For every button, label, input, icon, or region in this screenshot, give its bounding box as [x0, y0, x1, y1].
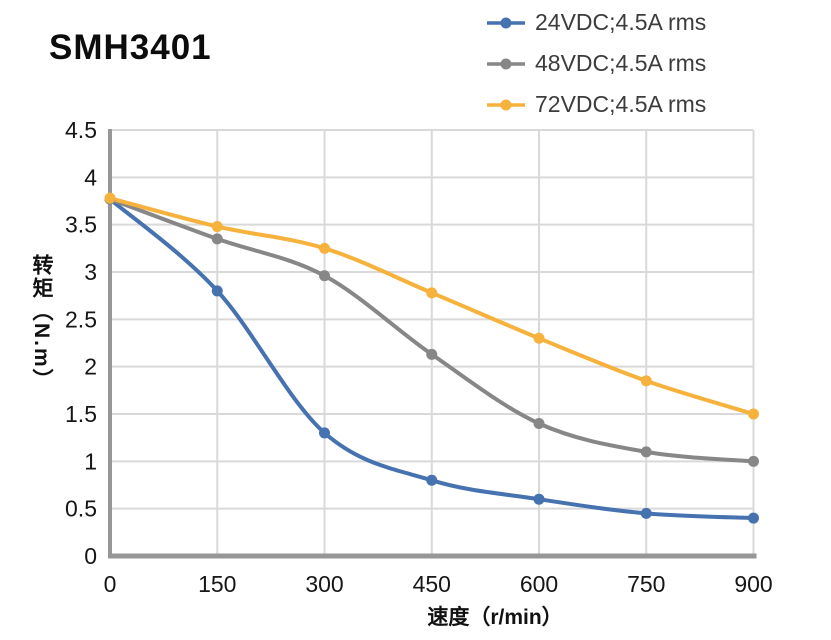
data-point-marker — [748, 512, 759, 524]
y-tick-label: 0.5 — [65, 496, 97, 522]
y-tick-label: 3.5 — [65, 212, 97, 238]
legend-line-marker-icon — [487, 58, 525, 69]
y-tick-label: 0 — [84, 543, 97, 569]
legend-label: 72VDC;4.5A rms — [535, 91, 707, 117]
legend-item-24vdc: 24VDC;4.5A rms — [486, 2, 706, 43]
legend-line-marker-icon — [487, 99, 525, 110]
legend: 24VDC;4.5A rms 48VDC;4.5A rms 72VDC;4.5A… — [486, 2, 706, 125]
data-point-marker — [640, 507, 652, 519]
data-point-marker — [533, 493, 545, 505]
data-point-marker — [211, 233, 223, 245]
x-tick-label: 900 — [734, 571, 772, 597]
y-tick-label: 4 — [84, 164, 97, 190]
data-point-marker — [211, 285, 223, 297]
data-point-marker — [426, 348, 438, 360]
x-tick-label: 0 — [104, 571, 117, 597]
data-point-marker — [319, 427, 330, 439]
data-point-marker — [640, 375, 652, 387]
legend-label: 24VDC;4.5A rms — [535, 9, 707, 35]
data-point-marker — [211, 221, 223, 233]
legend-item-48vdc: 48VDC;4.5A rms — [486, 43, 706, 84]
y-tick-label: 4.5 — [65, 117, 97, 143]
legend-line-marker-icon — [487, 17, 525, 28]
data-point-marker — [104, 192, 116, 204]
x-axis-label: 速度（r/min） — [427, 606, 563, 629]
data-point-marker — [533, 417, 545, 429]
y-axis-label: 转矩（N.m） — [30, 254, 53, 392]
data-point-marker — [748, 408, 759, 420]
legend-item-72vdc: 72VDC;4.5A rms — [486, 84, 706, 125]
data-point-marker — [319, 270, 330, 282]
y-tick-label: 2 — [84, 354, 97, 380]
data-point-marker — [640, 446, 652, 458]
y-tick-label: 1 — [84, 448, 97, 474]
y-tick-label: 1.5 — [65, 401, 97, 427]
y-tick-label: 3 — [84, 259, 97, 285]
data-point-marker — [426, 474, 438, 486]
x-tick-label: 300 — [305, 571, 343, 597]
chart-title: SMH3401 — [49, 28, 212, 67]
data-point-marker — [319, 242, 330, 254]
x-tick-label: 450 — [413, 571, 451, 597]
legend-label: 48VDC;4.5A rms — [535, 50, 707, 76]
data-point-marker — [748, 455, 759, 467]
data-point-marker — [426, 287, 438, 299]
y-tick-label: 2.5 — [65, 306, 97, 332]
x-tick-label: 150 — [198, 571, 236, 597]
data-point-marker — [533, 332, 545, 344]
x-tick-label: 750 — [627, 571, 665, 597]
x-tick-label: 600 — [520, 571, 558, 597]
